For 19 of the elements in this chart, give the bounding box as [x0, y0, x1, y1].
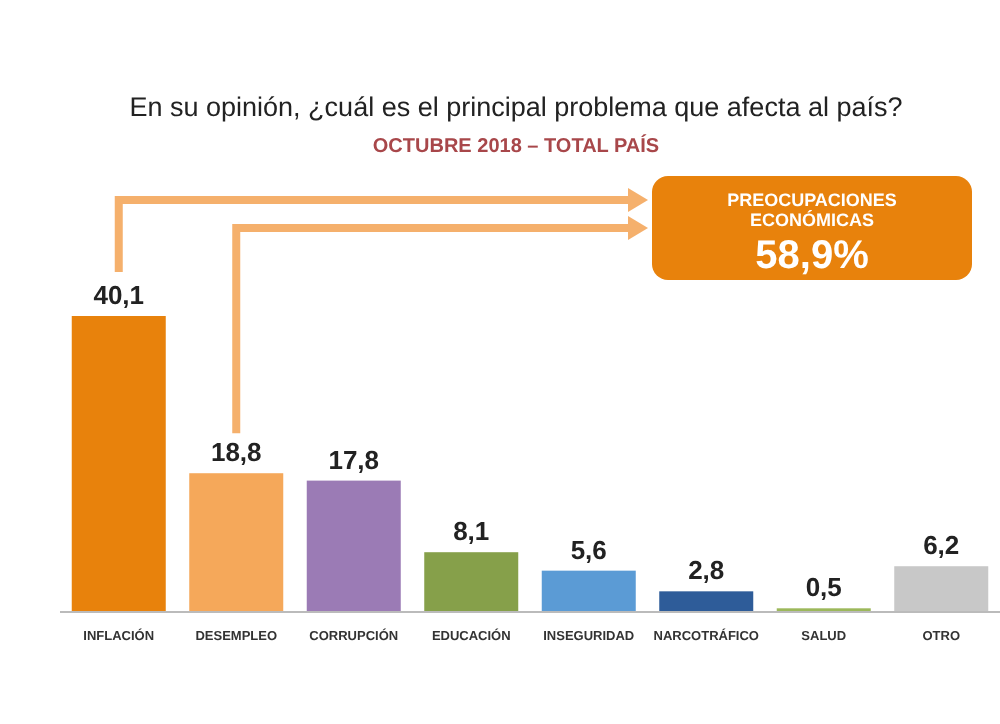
data-label: 18,8	[210, 437, 262, 468]
bar	[71, 316, 166, 612]
bar	[306, 480, 401, 612]
chart-title: En su opinión, ¿cuál es el principal problema que afecta al país?	[129, 92, 903, 122]
data-label: 8,1	[453, 516, 490, 547]
text: PREOCUPACIONES ECONÓMICAS	[727, 190, 897, 230]
data-label: 6,2	[923, 530, 960, 561]
data-label: 0,5	[805, 572, 842, 603]
data-label: 2,8	[688, 555, 725, 586]
bar	[189, 473, 284, 612]
bar	[659, 591, 754, 612]
text: 58,9%	[755, 234, 870, 278]
data-label: 40,1	[93, 280, 145, 310]
bar	[424, 552, 519, 612]
data-label: 5,6	[570, 534, 607, 565]
bar	[541, 570, 636, 612]
chart-subtitle: OCTUBRE 2018 – TOTAL PAÍS	[372, 134, 660, 158]
data-label: 17,8	[328, 444, 380, 475]
bar	[894, 566, 989, 612]
